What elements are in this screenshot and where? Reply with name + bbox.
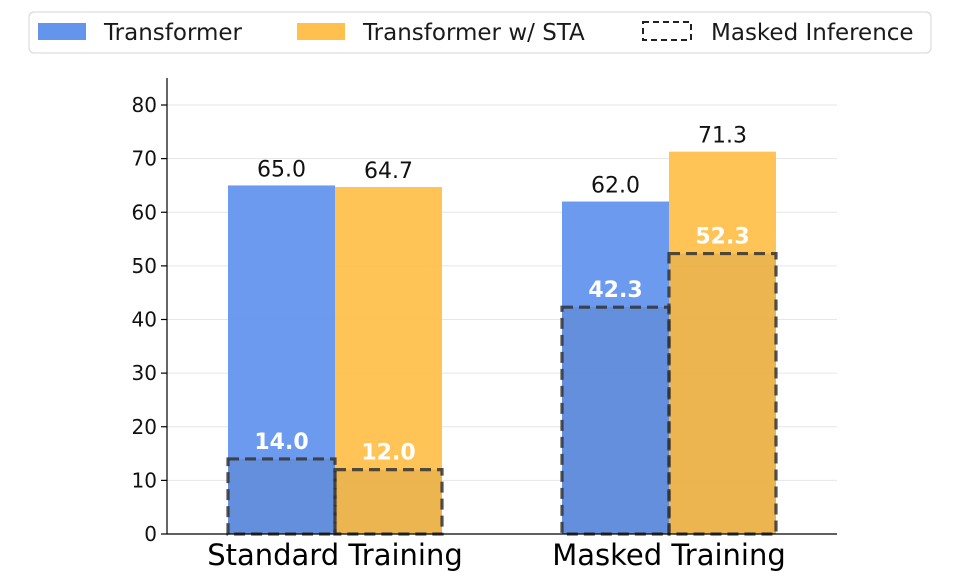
bars <box>228 151 776 534</box>
masked-value-label: 52.3 <box>695 225 749 250</box>
masked-inference-shade <box>335 469 442 534</box>
y-tick-label: 10 <box>132 468 157 492</box>
y-tick-label: 80 <box>132 93 157 117</box>
legend-label-transformer-sta: Transformer w/ STA <box>362 20 585 46</box>
x-category-label: Standard Training <box>207 538 463 572</box>
y-tick-label: 0 <box>144 522 157 546</box>
bar-value-label: 71.3 <box>698 124 747 149</box>
y-tick-label: 40 <box>132 308 157 332</box>
masked-inference-shade <box>669 253 776 534</box>
legend-label-transformer: Transformer <box>103 20 243 46</box>
legend-swatch-masked-inference <box>642 21 692 41</box>
y-tick-label: 70 <box>132 147 157 171</box>
legend-frame <box>28 11 932 54</box>
masked-value-label: 42.3 <box>588 278 642 303</box>
masked-inference-box <box>560 305 671 536</box>
y-tick-label: 30 <box>132 361 157 385</box>
axes: 0 10 20 30 40 50 60 70 80 Standard Training Masked… <box>132 78 837 572</box>
masked-value-label: 12.0 <box>361 441 415 466</box>
masked-inference-boxes <box>226 251 778 536</box>
masked-value-label: 14.0 <box>254 430 308 455</box>
bar <box>228 185 335 534</box>
bar <box>562 201 669 534</box>
masked-inference-box <box>667 251 778 536</box>
legend-swatch-transformer <box>38 23 86 40</box>
x-category-label: Masked Training <box>552 538 786 572</box>
value-labels: 65.0 14.0 64.7 12.0 62.0 42.3 71.3 52.3 <box>254 124 749 466</box>
bar <box>335 187 442 534</box>
legend-label-masked-inference: Masked Inference <box>711 20 914 46</box>
y-tick-label: 20 <box>132 415 157 439</box>
y-tick-label: 50 <box>132 254 157 278</box>
masked-inference-shade <box>228 458 335 534</box>
bar-value-label: 65.0 <box>257 157 306 182</box>
bar-value-label: 62.0 <box>591 174 640 199</box>
y-tick-label: 60 <box>132 200 157 224</box>
legend: Transformer Transformer w/ STA Masked In… <box>28 11 932 54</box>
legend-swatch-transformer-sta <box>297 23 345 40</box>
masked-inference-shade <box>562 307 669 534</box>
bar <box>669 151 776 534</box>
bar-value-label: 64.7 <box>364 159 413 184</box>
